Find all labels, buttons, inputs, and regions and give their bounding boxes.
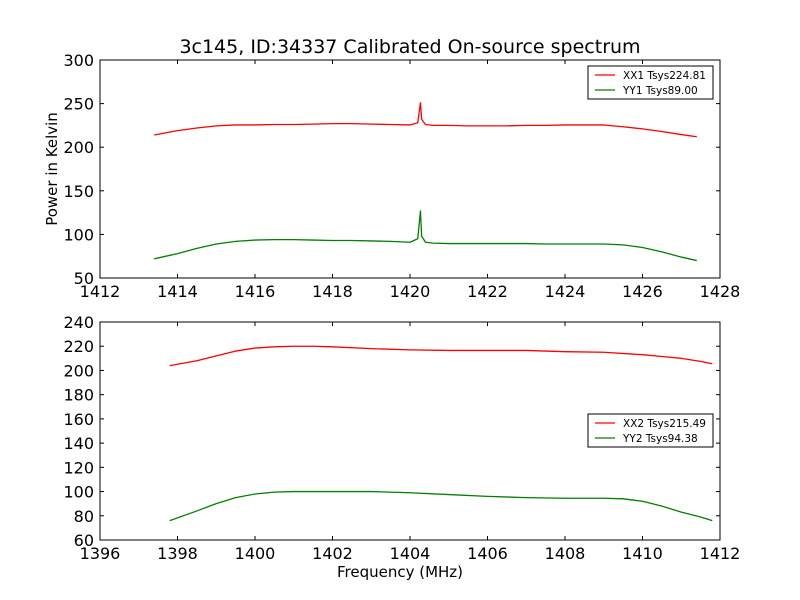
series-line-xx1 — [154, 102, 697, 138]
figure-title: 3c145, ID:34337 Calibrated On-source spe… — [179, 36, 640, 58]
y-tick-label: 220 — [63, 337, 94, 356]
y-tick-label: 250 — [63, 95, 94, 114]
legend-label: YY1 Tsys89.00 — [622, 85, 698, 97]
x-tick-label: 1410 — [622, 544, 663, 563]
x-tick-label: 1398 — [157, 544, 198, 563]
legend-box — [587, 65, 714, 100]
y-tick-label: 80 — [74, 507, 94, 526]
legend-label: XX2 Tsys215.49 — [623, 418, 706, 430]
charts-group: 1412 1414 1416 1418 1420 1422 1424 1426 1428 50 10… — [43, 51, 740, 581]
y-tick-label: 180 — [63, 386, 94, 405]
y-tick-label: 160 — [63, 410, 94, 429]
chart-panel-1: 1412 1414 1416 1418 1420 1422 1424 1426 1428 50 10… — [43, 51, 740, 301]
y-axis-label: Power in Kelvin — [43, 112, 61, 226]
y-tick-label: 60 — [74, 531, 94, 550]
legend: XX2 Tsys215.49 YY2 Tsys94.38 — [587, 413, 714, 448]
series-line-yy1 — [154, 210, 697, 262]
x-tick-label: 1426 — [622, 282, 663, 301]
series-line-xx2 — [169, 345, 713, 367]
x-tick-label: 1396 — [80, 544, 121, 563]
x-tick-label: 1416 — [235, 282, 276, 301]
y-tick-label: 200 — [63, 138, 94, 157]
x-tick-label: 1428 — [700, 282, 741, 301]
x-tick-label: 1418 — [312, 282, 353, 301]
x-tick-label: 1402 — [312, 544, 353, 563]
y-tick-label: 100 — [63, 483, 94, 502]
y-tick-label: 100 — [63, 225, 94, 244]
x-tick-label: 1420 — [390, 282, 431, 301]
x-tick-label: 1400 — [235, 544, 276, 563]
x-tick-label: 1408 — [545, 544, 586, 563]
legend-label: YY2 Tsys94.38 — [622, 433, 698, 445]
y-tick-label: 140 — [63, 434, 94, 453]
x-tick-label: 1414 — [157, 282, 198, 301]
y-tick-label: 200 — [63, 361, 94, 380]
y-tick-label: 120 — [63, 458, 94, 477]
legend-label: XX1 Tsys224.81 — [623, 70, 706, 82]
x-tick-label: 1406 — [467, 544, 508, 563]
x-tick-label: 1412 — [700, 544, 741, 563]
legend: XX1 Tsys224.81 YY1 Tsys89.00 — [587, 65, 714, 100]
y-tick-label: 240 — [63, 313, 94, 332]
legend-box — [587, 413, 714, 448]
x-tick-label: 1412 — [80, 282, 121, 301]
chart-panel-2: 1396 1398 1400 1402 1404 1406 1408 1410 1412 60 80… — [63, 313, 740, 581]
x-axis-label: Frequency (MHz) — [337, 563, 463, 581]
series-line-yy2 — [169, 490, 713, 522]
y-tick-label: 300 — [63, 51, 94, 70]
x-tick-label: 1404 — [390, 544, 431, 563]
y-tick-label: 150 — [63, 182, 94, 201]
x-tick-label: 1422 — [467, 282, 508, 301]
y-tick-label: 50 — [74, 269, 94, 288]
x-tick-label: 1424 — [545, 282, 586, 301]
